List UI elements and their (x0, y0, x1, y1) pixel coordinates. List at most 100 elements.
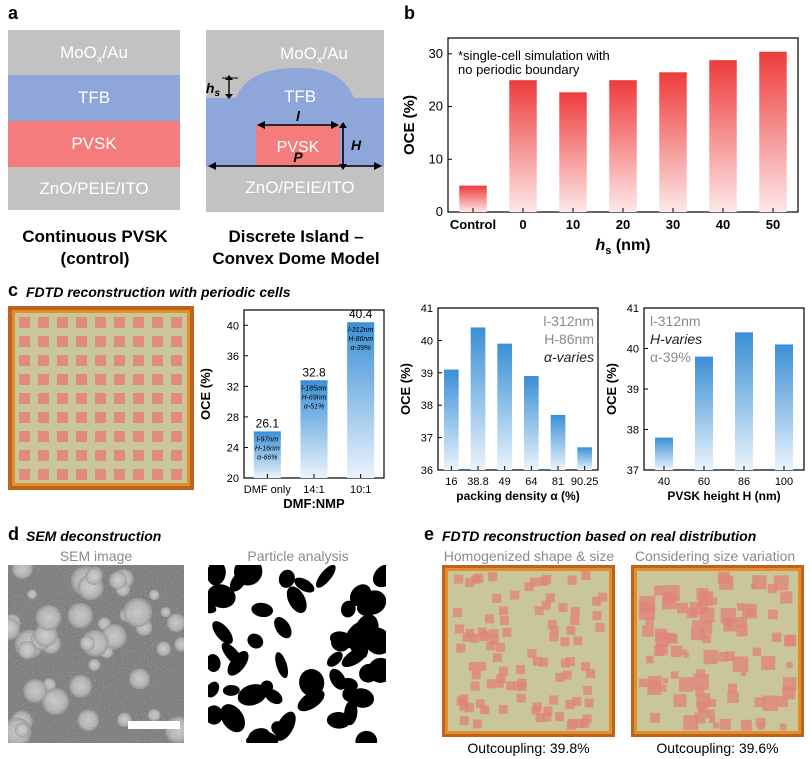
island-square (496, 674, 506, 684)
island-square (701, 604, 709, 612)
island-square (529, 577, 539, 587)
periodic-cell (171, 317, 182, 328)
island-square (532, 656, 542, 666)
periodic-cell (38, 336, 49, 347)
island-square (541, 600, 551, 610)
island-square (654, 585, 665, 596)
island-square (768, 609, 778, 620)
periodic-cell (57, 336, 68, 347)
periodic-cell (114, 469, 125, 480)
island-square (549, 632, 559, 642)
particle (340, 600, 356, 618)
island-square (477, 661, 487, 671)
island-square (727, 691, 739, 703)
island-square (703, 649, 718, 665)
continuous-pvsk-stack: MoOx/Au TFB PVSK ZnO/PEIE/ITO (8, 30, 180, 210)
chart-c2-legend-item: l-312nm (543, 313, 594, 329)
island-square (492, 653, 502, 663)
island-square (549, 625, 559, 635)
island-square (477, 627, 487, 637)
x-tick-label: 90.25 (571, 476, 599, 488)
island-square (687, 607, 698, 619)
island-square (492, 593, 502, 603)
x-tick-label: 100 (775, 476, 793, 488)
sem-image (8, 565, 184, 743)
island-square (639, 604, 655, 620)
particle (237, 684, 267, 706)
bar-86 (735, 332, 753, 470)
island-square (771, 632, 782, 643)
periodic-cell (76, 336, 87, 347)
x-tick-label: 40 (716, 217, 730, 232)
island-square (545, 593, 555, 603)
bar-value-label: 32.8 (302, 365, 326, 379)
caption-left-line1: Continuous PVSK (22, 227, 168, 246)
periodic-cell (95, 336, 106, 347)
island-square (517, 678, 527, 688)
periodic-cell (38, 431, 49, 442)
periodic-cell (19, 412, 30, 423)
island-square (705, 709, 715, 719)
periodic-cell (152, 469, 163, 480)
island-square (494, 678, 504, 688)
panel-e-title: FDTD reconstruction based on real distri… (442, 528, 757, 544)
particle (349, 688, 375, 708)
island-square (570, 615, 580, 625)
x-tick-label: 40 (658, 476, 670, 488)
periodic-cell (19, 374, 30, 385)
island-square (659, 684, 667, 692)
island-square (732, 656, 749, 673)
bar-inner-label: l-312nm (348, 327, 373, 334)
island-square (718, 652, 728, 662)
periodic-cell (76, 412, 87, 423)
island-square (702, 634, 712, 644)
periodic-cell (57, 450, 68, 461)
bar-64 (524, 376, 539, 470)
particle (275, 652, 289, 679)
periodic-cell (152, 412, 163, 423)
island-square (642, 625, 654, 637)
periodic-cell (171, 393, 182, 404)
chart-c1-dmf-nmp: 20 24 28 32 36 40 DMF only 14:1 10:1 OCE (%) 26.1 l… (198, 307, 385, 511)
l-label: l (296, 108, 301, 124)
panel-letter-c: c (8, 280, 19, 300)
island-square (480, 705, 490, 715)
y-tick-label: 20 (227, 473, 239, 485)
chart-c3-pvsk-height: 37 38 39 40 41 40 60 86 100 OCE (%) l-312nm H-varie… (604, 303, 805, 503)
x-tick-label: 60 (698, 476, 710, 488)
au-label: /Au (102, 43, 128, 62)
sem-image-label: SEM image (59, 548, 133, 564)
island-square (538, 657, 548, 667)
island-square (694, 712, 706, 724)
island-square (708, 699, 717, 708)
bar-10:1 (347, 322, 375, 478)
particle (208, 654, 221, 672)
bar-49 (497, 343, 512, 470)
island-square (709, 716, 716, 723)
island-square (697, 702, 708, 713)
particle (286, 586, 307, 614)
y-tick-label: 41 (627, 303, 639, 315)
island-square (638, 678, 648, 688)
periodic-cell (133, 431, 144, 442)
island-square (757, 722, 765, 730)
island-square (676, 602, 688, 614)
island-square (534, 606, 544, 616)
homogenized-label: Homogenized shape & size (443, 548, 615, 564)
periodic-cell (152, 431, 163, 442)
particle-analysis-label: Particle analysis (247, 548, 349, 564)
y-tick-label: 40 (421, 335, 433, 347)
island-square (547, 619, 557, 629)
bar-90.25 (577, 447, 592, 470)
y-tick-label: 20 (429, 99, 443, 114)
island-square (581, 662, 591, 672)
zno-layer (206, 167, 384, 212)
periodic-cell (95, 450, 106, 461)
periodic-cell (171, 431, 182, 442)
bar-inner-label: H-69nm (302, 394, 327, 401)
chart-c2-xlabel: packing density α (%) (456, 489, 579, 503)
island-square (650, 712, 661, 723)
island-square (727, 683, 737, 693)
y-tick-label: 0 (436, 204, 443, 219)
particle (278, 569, 295, 588)
